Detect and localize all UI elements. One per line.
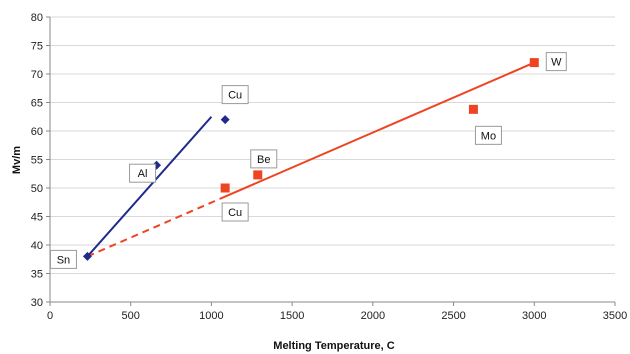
x-tick-label-0: 0 <box>47 310 53 322</box>
callout-mo-1: Mo <box>474 125 502 145</box>
x-axis-title: Melting Temperature, C <box>273 340 394 352</box>
marker-square-be <box>253 170 263 180</box>
y-tick-label-3: 45 <box>31 212 43 224</box>
callout-text: Be <box>257 154 270 166</box>
callout-box <box>545 52 567 72</box>
callout-text: Sn <box>57 254 70 266</box>
marker-square-cu <box>220 183 230 193</box>
callout-text: Mo <box>481 130 496 142</box>
callout-cu-0: Cu <box>221 85 249 105</box>
x-tick-label-6: 3000 <box>522 310 546 322</box>
y-tick-label-2: 40 <box>31 240 43 252</box>
y-tick-label-7: 65 <box>31 98 43 110</box>
trend-line-1 <box>224 61 535 198</box>
x-tick-label-7: 3500 <box>603 310 627 322</box>
marker-diamond-sn <box>82 251 92 261</box>
callout-box <box>250 149 278 169</box>
marker-square-w <box>529 58 539 68</box>
point-labels: Sn Al Cu Cu Be Mo W <box>49 52 567 269</box>
y-tick-label-8: 70 <box>31 69 43 81</box>
callout-sn-0: Sn <box>49 249 77 269</box>
callout-be-1: Be <box>250 149 278 169</box>
callout-al-0: Al <box>129 163 157 183</box>
callout-text: W <box>551 57 562 69</box>
tick-labels: 30 35 40 45 50 55 60 65 70 75 80 0 500 1000 1500 2000 25… <box>31 12 627 322</box>
callout-box <box>474 125 502 145</box>
callout-text: Cu <box>228 207 242 219</box>
y-tick-label-10: 80 <box>31 12 43 24</box>
y-tick-label-4: 50 <box>31 183 43 195</box>
trend-line-0 <box>86 116 213 258</box>
axes <box>46 16 616 306</box>
trend-line-dashed-1 <box>87 195 226 258</box>
x-tick-label-5: 2500 <box>441 310 465 322</box>
trend-lines <box>86 61 535 258</box>
callout-w-1: W <box>545 52 567 72</box>
x-tick-label-4: 2000 <box>361 310 385 322</box>
callout-text: Al <box>138 168 148 180</box>
y-tick-label-1: 35 <box>31 269 43 281</box>
callout-box <box>129 163 157 183</box>
x-tick-label-1: 500 <box>122 310 140 322</box>
data-points <box>82 58 539 261</box>
x-tick-label-3: 1500 <box>280 310 304 322</box>
callout-box <box>221 202 249 222</box>
callout-cu-1: Cu <box>221 202 249 222</box>
gridlines <box>50 16 615 274</box>
y-axis-title: Mv/m <box>11 146 23 174</box>
y-tick-label-6: 60 <box>31 126 43 138</box>
callout-text: Cu <box>228 90 242 102</box>
callout-box <box>221 85 249 105</box>
y-tick-label-0: 30 <box>31 297 43 309</box>
callout-box <box>49 249 77 269</box>
marker-square-mo <box>468 104 478 114</box>
marker-diamond-cu <box>220 115 230 125</box>
x-tick-label-2: 1000 <box>199 310 223 322</box>
y-tick-label-9: 75 <box>31 41 43 53</box>
y-tick-label-5: 55 <box>31 155 43 167</box>
